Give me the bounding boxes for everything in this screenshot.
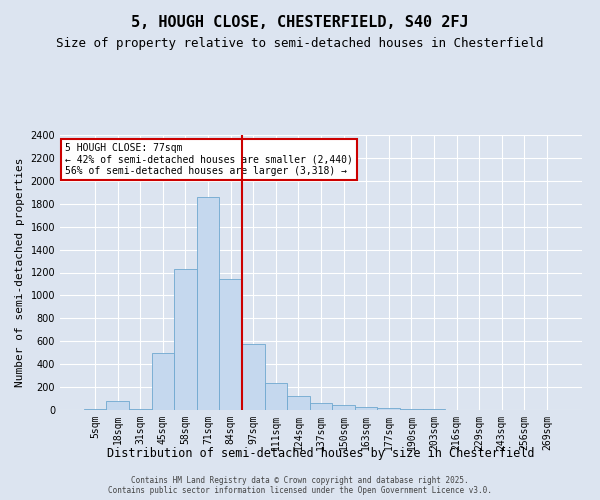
Bar bbox=[377, 408, 400, 410]
Bar bbox=[129, 408, 152, 410]
Bar bbox=[287, 396, 310, 410]
Bar bbox=[152, 352, 174, 410]
Bar bbox=[355, 406, 377, 410]
Text: Size of property relative to semi-detached houses in Chesterfield: Size of property relative to semi-detach… bbox=[56, 38, 544, 51]
Text: 5, HOUGH CLOSE, CHESTERFIELD, S40 2FJ: 5, HOUGH CLOSE, CHESTERFIELD, S40 2FJ bbox=[131, 15, 469, 30]
Bar bbox=[332, 405, 355, 410]
Text: Distribution of semi-detached houses by size in Chesterfield: Distribution of semi-detached houses by … bbox=[107, 448, 535, 460]
Bar bbox=[265, 382, 287, 410]
Bar bbox=[242, 344, 265, 410]
Bar bbox=[197, 197, 220, 410]
Text: Contains HM Land Registry data © Crown copyright and database right 2025.
Contai: Contains HM Land Registry data © Crown c… bbox=[108, 476, 492, 495]
Bar bbox=[106, 401, 129, 410]
Bar bbox=[400, 409, 422, 410]
Text: 5 HOUGH CLOSE: 77sqm
← 42% of semi-detached houses are smaller (2,440)
56% of se: 5 HOUGH CLOSE: 77sqm ← 42% of semi-detac… bbox=[65, 143, 353, 176]
Y-axis label: Number of semi-detached properties: Number of semi-detached properties bbox=[15, 158, 25, 387]
Bar bbox=[174, 269, 197, 410]
Bar bbox=[220, 280, 242, 410]
Bar bbox=[310, 403, 332, 410]
